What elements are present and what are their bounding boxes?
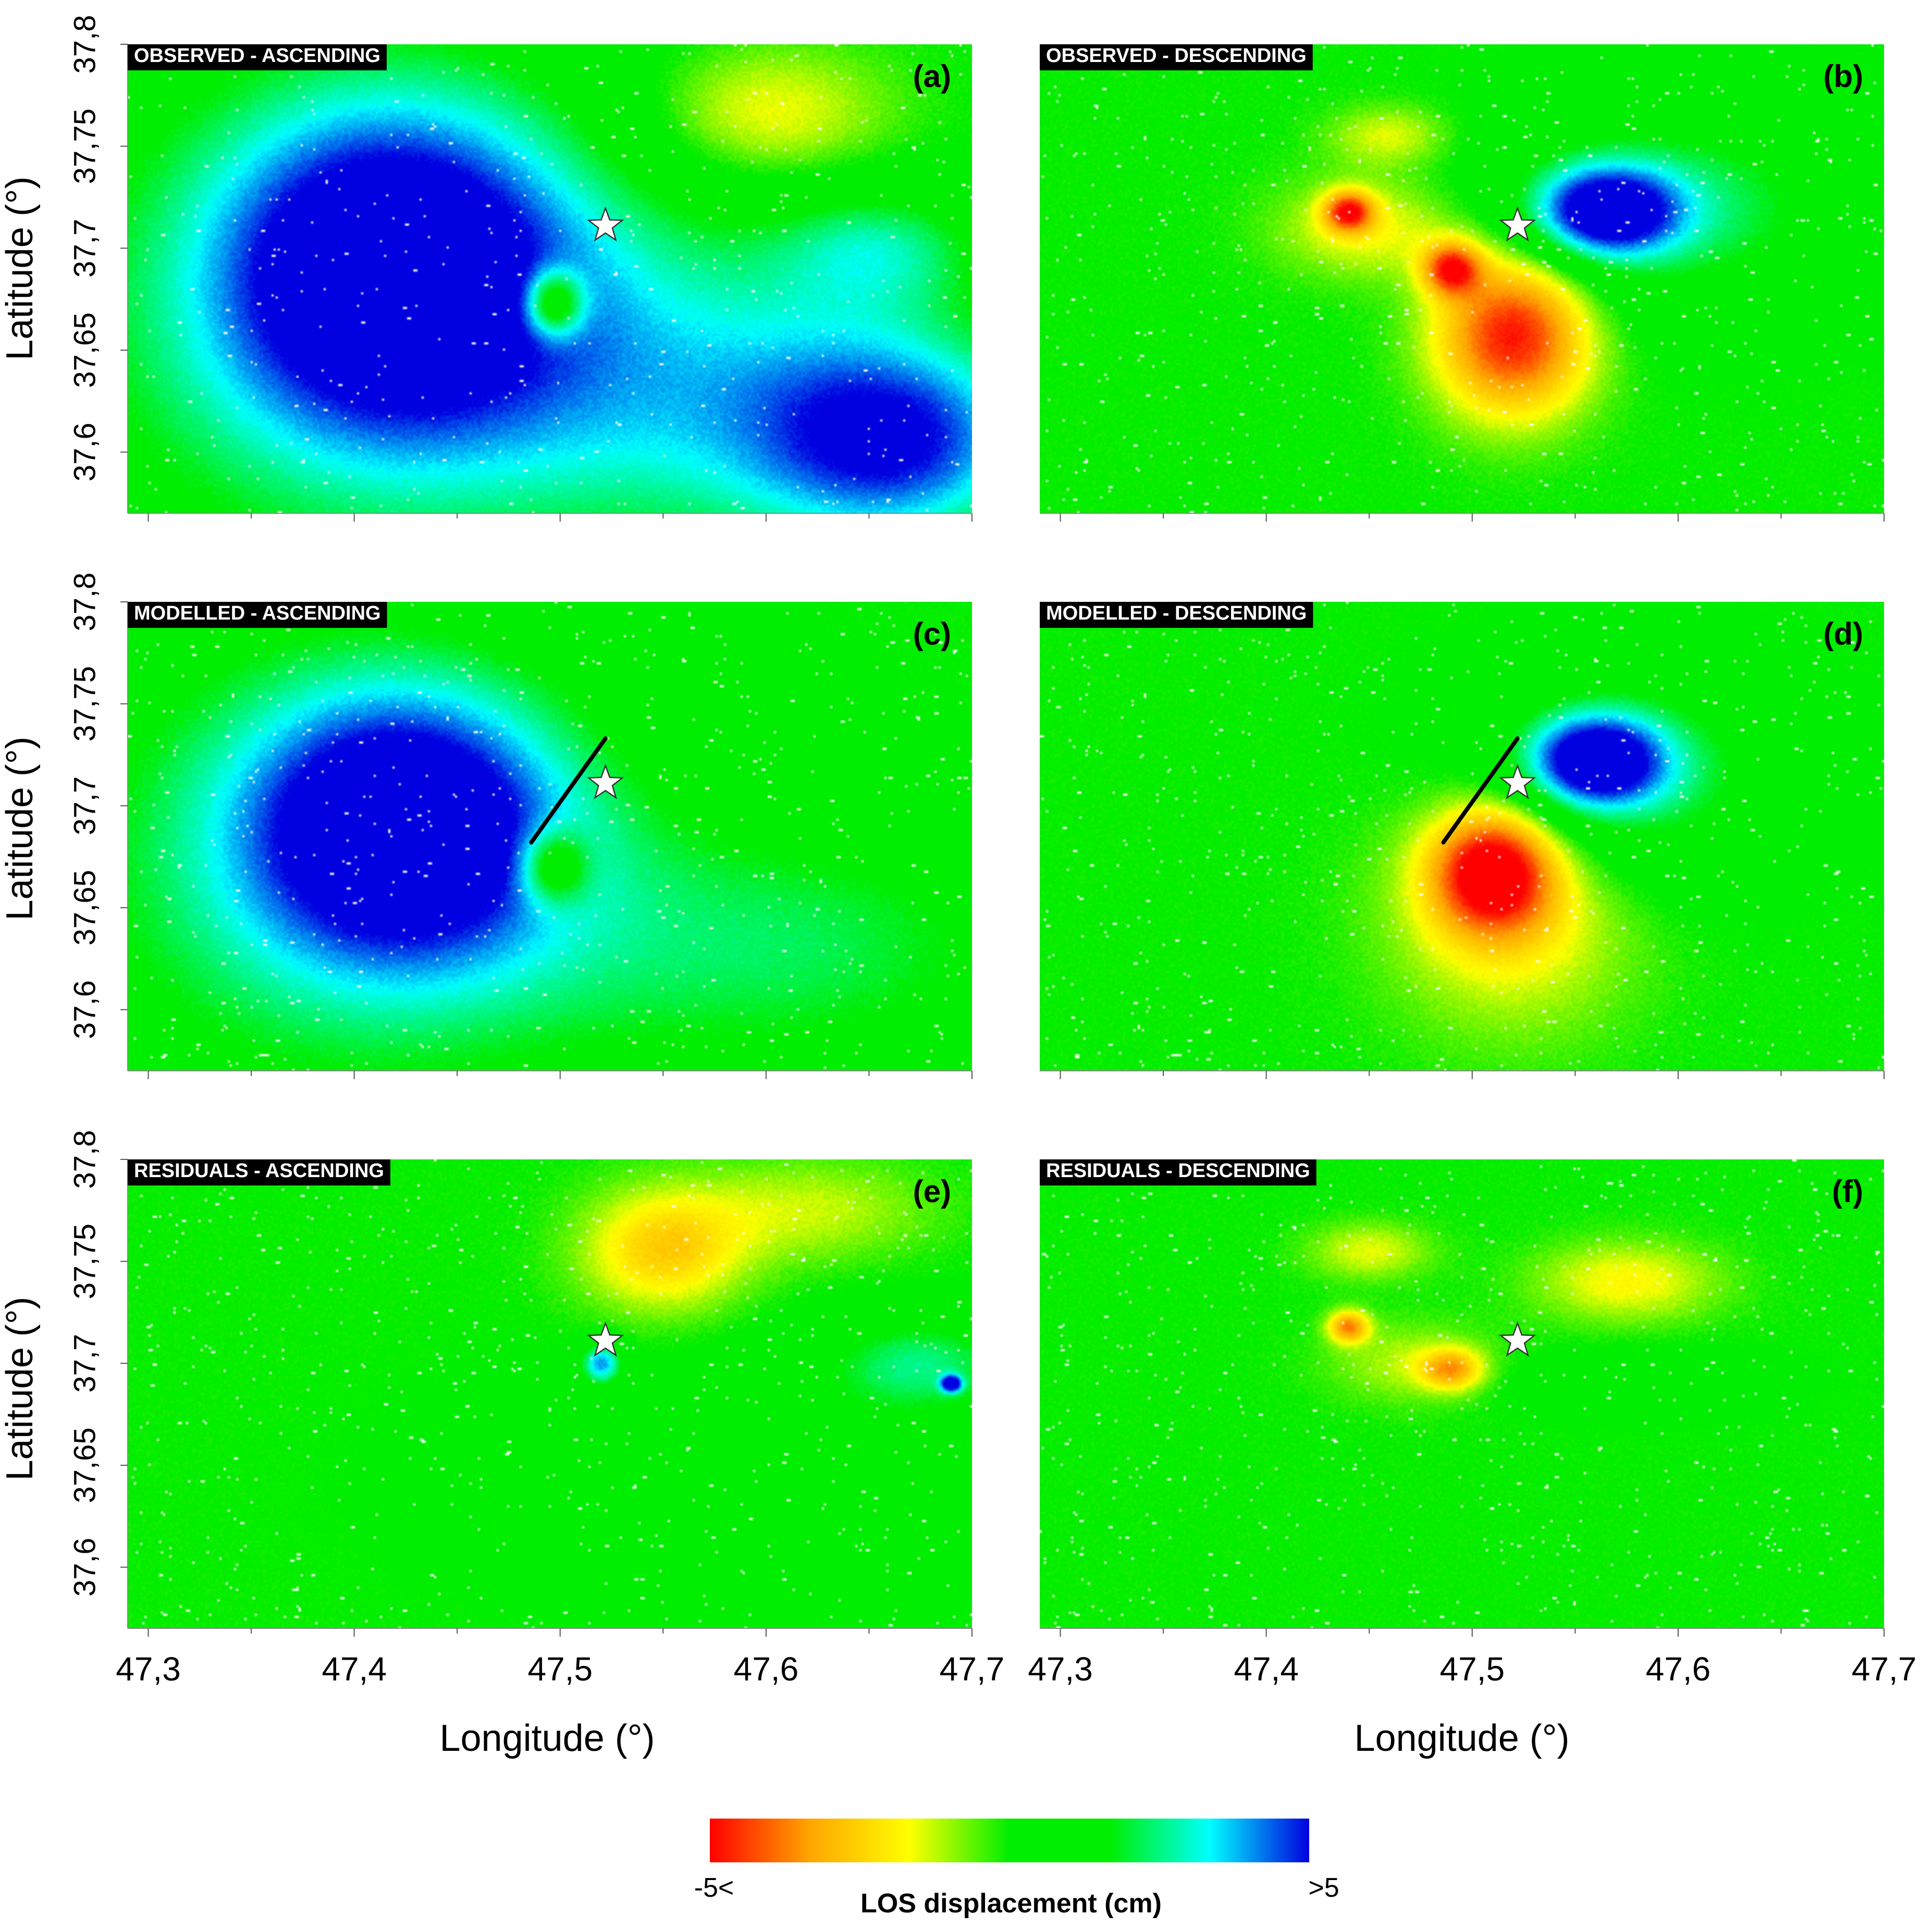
panel-b: OBSERVED - DESCENDING (b) [1040,44,1885,522]
y-tick-label: 37,65 [68,1427,102,1503]
fault-trace [529,736,608,845]
colorbar-min-label: -5< [694,1873,734,1903]
x-tick-label: 47,6 [734,1650,799,1688]
colorbar-max-label: >5 [1308,1873,1339,1903]
panel-title: RESIDUALS - DESCENDING [1046,1160,1310,1182]
y-tick-label: 37,7 [68,776,102,835]
panel-title-box [128,1159,390,1185]
y-tick-label: 37,75 [68,108,102,184]
y-tick-label: 37,6 [68,980,102,1039]
panel-title-box [128,602,387,628]
epicenter-star-icon [586,763,624,799]
y-axis-title-row-2: Latitude (°) [0,737,41,921]
epicenter-star-icon [1498,1321,1536,1357]
x-tick-label: 47,7 [1852,1650,1917,1688]
epicenter-star-icon [586,1321,624,1357]
panel-letter: (e) [913,1174,951,1209]
y-tick-label: 37,8 [68,573,102,632]
panel-c: 37,6 37,65 37,7 37,75 37,8 MODELLED - ASCENDI… [68,573,973,1079]
panel-title: RESIDUALS - ASCENDING [134,1160,384,1182]
epicenter-star-icon [1498,206,1536,242]
x-tick-label: 47,5 [527,1650,593,1688]
panel-title: MODELLED - ASCENDING [134,602,381,624]
y-tick-label: 37,6 [68,1538,102,1597]
panel-title: OBSERVED - ASCENDING [134,45,380,67]
y-axis-title-row-1: Latitude (°) [0,177,41,361]
x-tick-label: 47,5 [1439,1650,1505,1688]
panel-title: MODELLED - DESCENDING [1046,602,1307,624]
panel-title-box [1040,44,1313,70]
epicenter-star-icon [1498,763,1536,799]
x-axis-title-right: Longitude (°) [1354,1717,1569,1759]
epicenter-star-icon [586,206,624,242]
y-tick-label: 37,75 [68,666,102,741]
panel-title-box [1040,602,1313,628]
displacement-field [128,1159,972,1628]
x-tick-label: 47,3 [1028,1650,1093,1688]
y-tick-label: 37,65 [68,312,102,388]
y-tick-label: 37,75 [68,1223,102,1299]
panel-letter: (a) [913,59,951,94]
panel-d: MODELLED - DESCENDING (d) [1040,602,1885,1079]
colorbar: -5< >5 LOS displacement (cm) [694,1819,1339,1919]
y-tick-label: 37,65 [68,870,102,945]
y-tick-label: 37,8 [68,15,102,74]
panel-title-box [1040,1159,1316,1185]
x-tick-label: 47,7 [940,1650,1005,1688]
fault-trace [1441,736,1520,845]
displacement-field [128,602,972,1071]
x-axis-title-left: Longitude (°) [439,1717,655,1759]
x-tick-label: 47,4 [1234,1650,1299,1688]
panel-letter: (b) [1823,59,1863,94]
panel-e: 37,6 37,65 37,7 37,75 37,8 47,3 47,4 47,5 47,6 47… [68,1130,1005,1688]
displacement-field [128,44,972,513]
colorbar-title: LOS displacement (cm) [860,1888,1162,1919]
panel-title: OBSERVED - DESCENDING [1046,45,1307,67]
panel-letter: (f) [1832,1174,1863,1209]
panel-letter: (c) [913,616,951,651]
panel-title-box [128,44,387,70]
y-tick-label: 37,7 [68,219,102,278]
x-tick-label: 47,4 [322,1650,387,1688]
x-tick-label: 47,3 [116,1650,181,1688]
panel-a: 37,6 37,65 37,7 37,75 37,8 OBSERVED - ASCENDI… [68,15,973,522]
displacement-field [1040,44,1884,513]
y-tick-label: 37,7 [68,1334,102,1393]
panel-letter: (d) [1823,616,1863,651]
displacement-field [1040,1159,1884,1628]
displacement-field [1040,602,1884,1071]
y-tick-label: 37,6 [68,423,102,481]
y-tick-label: 37,8 [68,1130,102,1189]
x-tick-label: 47,6 [1646,1650,1711,1688]
y-axis-title-row-3: Latitude (°) [0,1297,41,1481]
panel-f: 47,3 47,4 47,5 47,6 47,7 RESIDUALS - DESCENDI… [1028,1159,1916,1688]
colorbar-gradient [710,1819,1309,1862]
